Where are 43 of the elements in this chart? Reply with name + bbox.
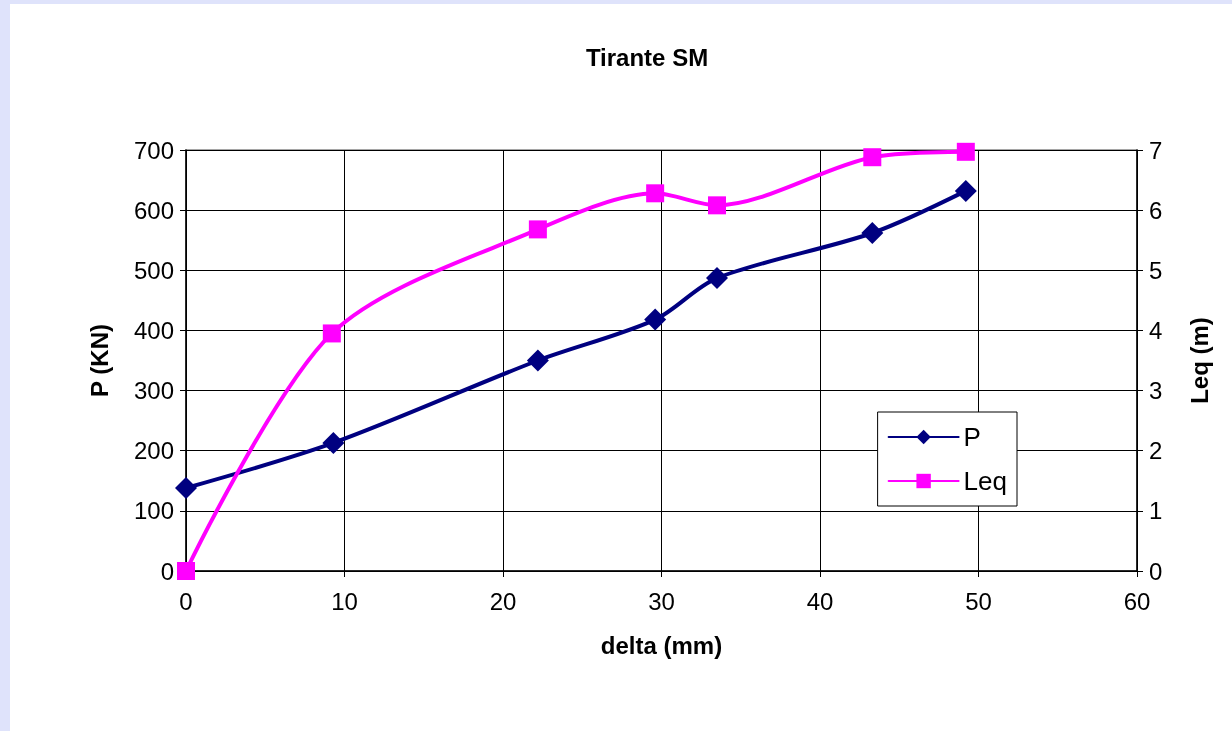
point — [707, 196, 726, 215]
point — [322, 324, 341, 343]
point — [175, 477, 197, 499]
y-tick-label: 100 — [133, 497, 174, 525]
chart-title: Tirante SM — [585, 43, 709, 71]
x-axis-title: delta (mm) — [600, 631, 723, 659]
y-tick-label: 0 — [160, 557, 174, 585]
y-axis-title: P (KN) — [85, 324, 113, 397]
point — [861, 222, 884, 244]
point — [705, 267, 728, 290]
point — [177, 562, 195, 580]
y2-tick-label: 7 — [1149, 136, 1163, 164]
point — [954, 179, 977, 202]
y2-tick-label: 5 — [1149, 256, 1163, 284]
x-tick-label: 0 — [179, 587, 193, 615]
x-tick-label: 30 — [648, 587, 675, 615]
x-tick-label: 50 — [965, 587, 992, 615]
y2-tick-label: 4 — [1149, 316, 1163, 344]
point — [526, 349, 549, 372]
x-tick-label: 60 — [1123, 587, 1151, 615]
y-tick-label: 400 — [133, 316, 174, 344]
y-tick-label: 200 — [133, 437, 174, 465]
x-tick-label: 20 — [489, 587, 517, 615]
legend-label: P — [963, 422, 981, 452]
y2-tick-label: 0 — [1149, 557, 1163, 585]
point — [644, 308, 667, 331]
y-tick-label: 700 — [133, 136, 174, 164]
legend-label: Leq — [963, 466, 1008, 496]
point — [322, 431, 345, 454]
y-tick-label: 300 — [133, 377, 174, 405]
y-tick-label: 500 — [133, 256, 174, 284]
y2-tick-label: 2 — [1149, 437, 1163, 465]
point — [646, 184, 665, 203]
point — [863, 148, 882, 167]
y-tick-label: 600 — [133, 196, 174, 224]
y2-tick-label: 1 — [1149, 497, 1163, 525]
point — [528, 220, 547, 239]
point — [956, 142, 975, 161]
y2-tick-label: 3 — [1149, 377, 1163, 405]
x-tick-label: 10 — [331, 587, 358, 615]
x-tick-label: 40 — [806, 587, 834, 615]
y2-tick-label: 6 — [1149, 196, 1163, 224]
y2-axis-title: Leq (m) — [1185, 317, 1213, 404]
